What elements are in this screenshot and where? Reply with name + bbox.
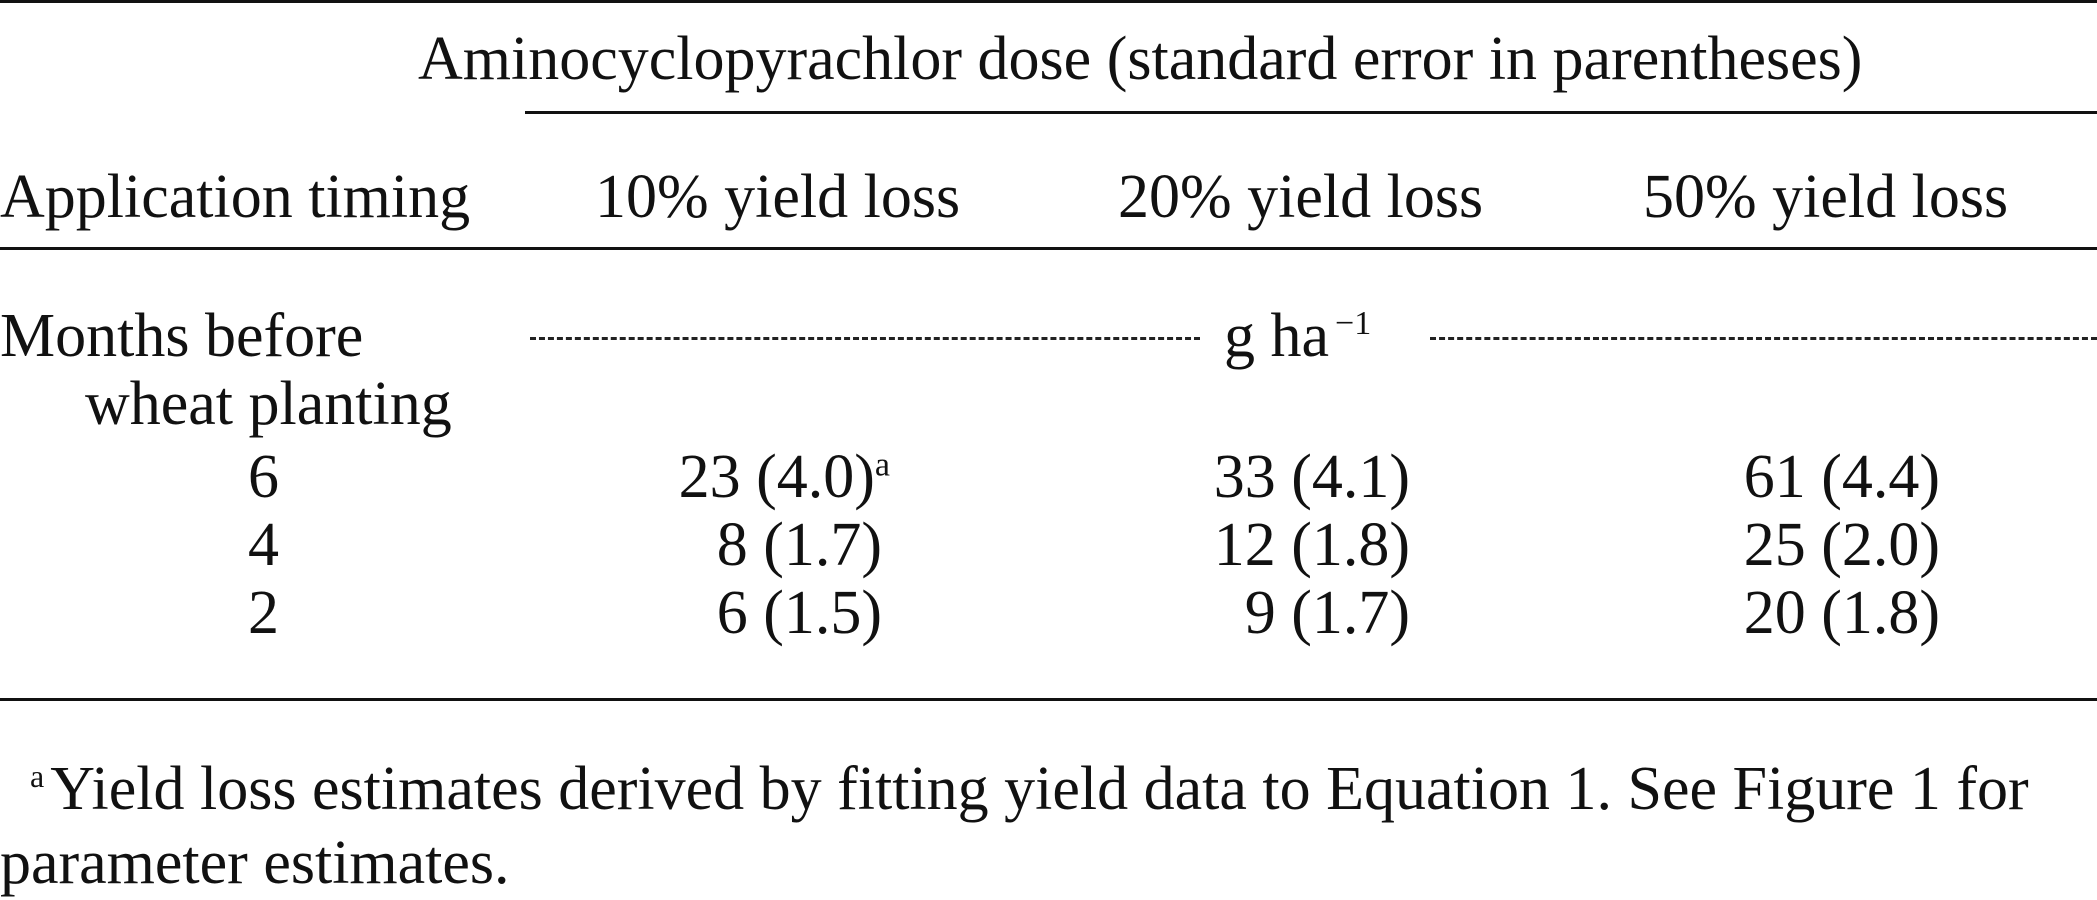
- units-text: g ha −1: [1224, 305, 1371, 367]
- cell-value: 23 (4.0): [678, 443, 875, 511]
- table-cell-20pct: 12 (1.8): [1213, 511, 1410, 579]
- footnote-marker: a: [30, 758, 45, 795]
- table-cell-50pct: 25 (2.0): [1743, 511, 1940, 579]
- table-top-rule: [0, 0, 2097, 3]
- units-dotted-leader-right: [1430, 337, 2097, 340]
- units-row-label-line1: Months before: [0, 302, 364, 370]
- unit-exponent: −1: [1335, 305, 1372, 343]
- table-cell-10pct: 6 (1.5): [716, 579, 882, 647]
- spanner-header: Aminocyclopyrachlor dose (standard error…: [418, 25, 1863, 93]
- col-header-application-timing: Application timing: [0, 163, 471, 231]
- table-cell-20pct: 9 (1.7): [1244, 579, 1410, 647]
- table-row-timing: 2: [248, 579, 279, 647]
- units-dotted-leader-left: [530, 337, 1200, 340]
- table-bottom-rule: [0, 698, 2097, 701]
- table-row-timing: 6: [248, 443, 279, 511]
- table-footnote: aYield loss estimates derived by fitting…: [0, 752, 2090, 900]
- table-cell-10pct: 23 (4.0)a: [540, 446, 890, 508]
- table-cell-50pct: 61 (4.4): [1743, 443, 1940, 511]
- units-row-label-line2: wheat planting: [85, 370, 452, 438]
- col-header-50pct: 50% yield loss: [1643, 163, 2009, 231]
- col-header-20pct: 20% yield loss: [1118, 163, 1484, 231]
- footnote-marker: a: [874, 446, 890, 484]
- table-row-timing: 4: [248, 511, 279, 579]
- table-cell-10pct: 8 (1.7): [716, 511, 882, 579]
- unit-base: g ha: [1224, 302, 1330, 370]
- spanner-rule: [525, 111, 2097, 114]
- table-cell-20pct: 33 (4.1): [1213, 443, 1410, 511]
- col-header-10pct: 10% yield loss: [595, 163, 961, 231]
- footnote-text: Yield loss estimates derived by fitting …: [0, 755, 2029, 897]
- header-bottom-rule: [0, 247, 2097, 250]
- table-cell-50pct: 20 (1.8): [1743, 579, 1940, 647]
